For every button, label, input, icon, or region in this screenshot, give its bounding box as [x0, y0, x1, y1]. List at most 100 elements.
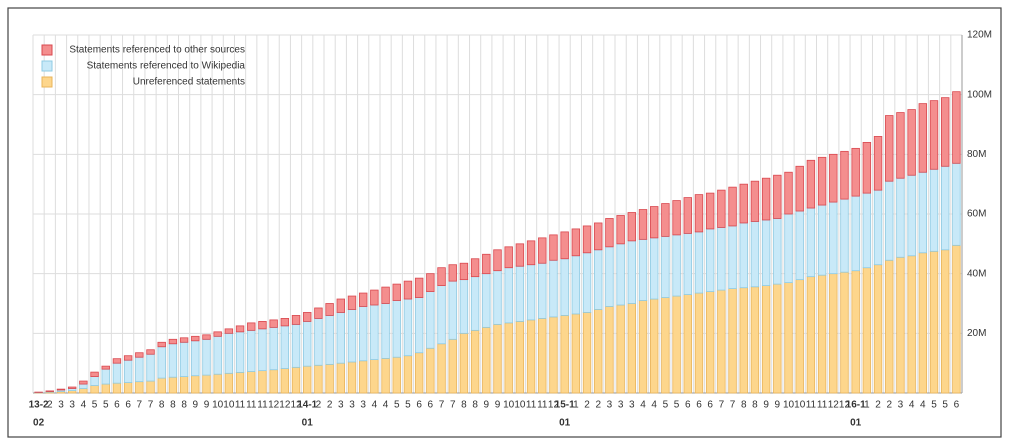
bar-segment [616, 304, 625, 394]
x-tick-label: 12 [548, 400, 560, 411]
bar-segment [817, 204, 827, 276]
x-tick-label: 4 [81, 400, 87, 411]
x-tick-label: 2 [47, 400, 53, 411]
bar-segment [873, 264, 883, 394]
x-tick-label: 10 [783, 400, 795, 411]
bar-segment [885, 259, 894, 394]
bar-segment [325, 315, 334, 365]
bar-segment [191, 375, 200, 394]
bar-segment [672, 200, 681, 236]
bar-segment [784, 213, 793, 284]
bar-segment [761, 285, 771, 394]
legend-label: Statements referenced to Wikipedia [87, 61, 246, 72]
bar-segment [538, 318, 547, 394]
x-tick-label: 2 [316, 400, 322, 411]
bar-segment [314, 307, 323, 319]
bar-segment [840, 271, 849, 394]
x-tick-label: 12 [290, 400, 302, 411]
x-tick-label: 4 [920, 400, 926, 411]
bar-segment [90, 376, 99, 386]
bar-segment [649, 298, 659, 394]
bar-segment [157, 341, 166, 348]
x-tick-label: 4 [372, 400, 378, 411]
x-tick-label: 7 [730, 400, 736, 411]
bar-segment [773, 218, 782, 285]
bar-segment [303, 320, 312, 367]
legend-swatch [41, 76, 53, 88]
x-tick-label: 6 [707, 400, 713, 411]
bar-segment [941, 249, 950, 394]
bar-segment [414, 297, 424, 354]
bar-segment [370, 289, 379, 306]
x-tick-label: 12 [268, 400, 280, 411]
legend-swatch [41, 44, 53, 56]
bar-segment [247, 371, 256, 394]
bar-segment [482, 273, 491, 328]
bar-segment [661, 235, 670, 298]
x-tick-label: 2 [886, 400, 892, 411]
bar-segment [672, 295, 681, 394]
bar-segment [571, 228, 581, 257]
bar-segment [123, 355, 133, 361]
bar-segment [247, 329, 256, 372]
x-tick-label: 8 [159, 400, 165, 411]
bar-segment [605, 218, 614, 248]
bar-segment [538, 262, 547, 319]
bar-segment [336, 298, 346, 313]
x-tick-label: 3 [898, 400, 904, 411]
x-tick-label: 8 [461, 400, 467, 411]
bar-segment [582, 312, 592, 394]
bar-segment [896, 177, 905, 258]
bar-segment [526, 319, 536, 394]
bar-segment [437, 267, 446, 287]
bar-segment [291, 315, 301, 325]
bar-segment [661, 297, 670, 394]
bar-segment [784, 171, 793, 215]
legend-label: Unreferenced statements [133, 77, 245, 88]
bar-segment [213, 335, 222, 375]
bar-segment [705, 228, 715, 292]
bar-segment [918, 252, 928, 394]
bar-segment [403, 280, 413, 300]
bar-segment [907, 109, 916, 176]
x-tick-label: 5 [405, 400, 411, 411]
x-tick-label: 4 [640, 400, 646, 411]
x-tick-label: 4 [909, 400, 915, 411]
bar-segment [325, 303, 334, 316]
bar-segment [202, 338, 211, 376]
bar-segment [728, 288, 737, 394]
bar-segment [605, 246, 614, 307]
bar-segment [896, 256, 905, 394]
bar-segment [213, 331, 222, 337]
bar-segment [526, 240, 536, 266]
bar-segment [101, 383, 110, 394]
x-tick-label: 3 [618, 400, 624, 411]
y-tick-label: 60M [967, 209, 986, 220]
bar-segment [515, 265, 525, 322]
bar-segment [493, 249, 502, 272]
bar-segment [840, 150, 849, 200]
x-tick-label: 11 [537, 400, 548, 411]
bar-segment [773, 174, 782, 219]
bar-segment [627, 303, 637, 394]
bar-segment [269, 326, 278, 371]
legend-swatch [41, 60, 53, 72]
x-tick-label: 5 [92, 400, 98, 411]
bar-segment [459, 279, 469, 334]
bar-segment [470, 329, 480, 394]
x-tick-label: 6 [954, 400, 960, 411]
bar-segment [560, 315, 569, 394]
bar-segment [191, 335, 200, 342]
bar-segment [448, 280, 457, 340]
x-tick-label: 8 [181, 400, 187, 411]
bar-segment [896, 112, 905, 179]
bar-segment [717, 227, 726, 291]
bar-segment [437, 343, 446, 394]
bar-segment [157, 377, 166, 394]
x-tick-label: 4 [383, 400, 389, 411]
bar-segment [885, 180, 894, 261]
bar-segment [918, 103, 928, 173]
bar-segment [280, 325, 290, 369]
bar-segment [638, 300, 648, 394]
bar-segment [112, 382, 122, 394]
